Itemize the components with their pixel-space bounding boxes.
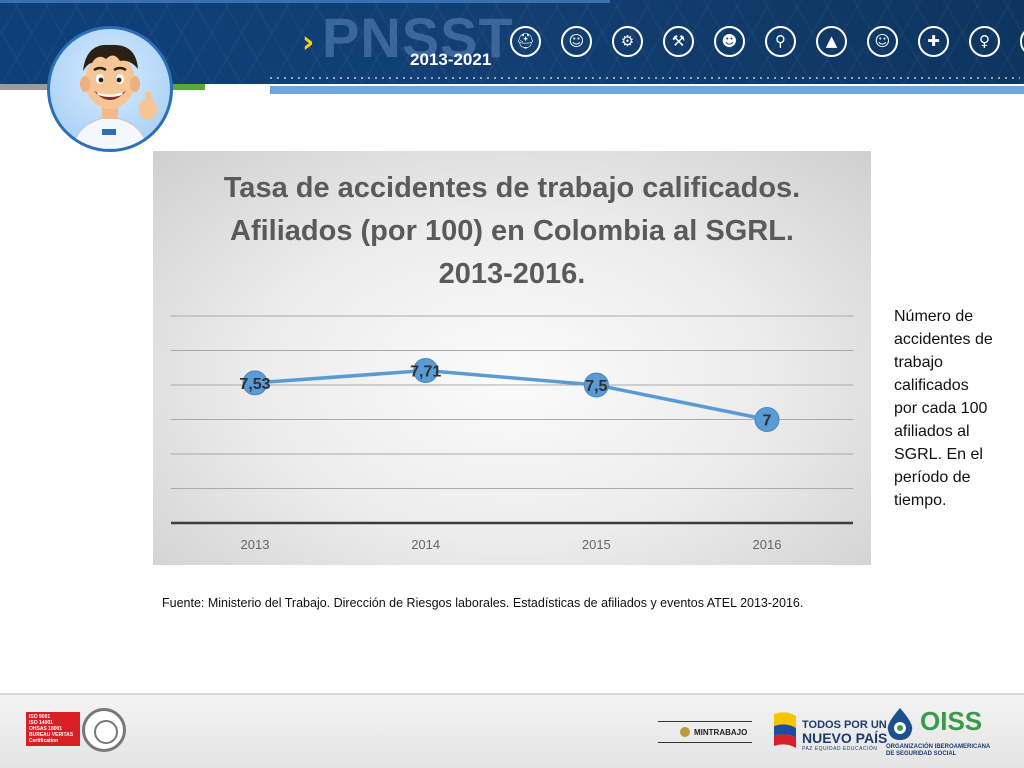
bureau-veritas-seal-icon [82,708,126,752]
data-label: 7,53 [239,376,270,393]
x-tick-label: 2016 [753,537,782,552]
colombia-crest-icon [680,727,690,737]
footer-bar [0,693,1024,768]
data-label: 7 [763,413,772,430]
chevron-icon: › [302,25,315,60]
oiss-subtitle-line-2: DE SEGURIDAD SOCIAL [886,751,957,757]
data-point [583,372,609,398]
colombia-flag-icon [774,712,796,748]
data-label: 7,5 [585,378,607,395]
mintrabajo-text: MINTRABAJO [694,727,748,737]
nuevo-pais-text: NUEVO PAÍS [802,730,888,746]
header-dotted-line [270,77,1020,79]
oiss-subtitle: ORGANIZACIÓN IBEROAMERICANA DE SEGURIDAD… [886,744,1006,758]
welder-icon: ☻ [1020,26,1024,57]
paz-equidad-text: PAZ EQUIDAD EDUCACIÓN [802,746,878,752]
header-top-line [0,0,610,3]
x-tick-label: 2015 [582,537,611,552]
x-tick-label: 2014 [411,537,440,552]
x-tick-label: 2013 [241,537,270,552]
worker-helmet-icon: ⛑ [510,26,541,57]
safety-cone-icon: ▲ [816,26,847,57]
bureau-veritas-logo: ISO 9001 ISO 14001 OHSAS 18001 BUREAU VE… [26,712,80,746]
doctor-icon: ✚ [918,26,949,57]
brand-title: PNSST [322,6,514,69]
chart-gridlines [171,315,853,525]
mascot-illustration [71,44,157,149]
bureau-line: ISO 9001 [29,714,51,720]
chart-series: 7,53 7,71 7,5 7 [239,358,780,432]
line-chart: Tasa de accidentes de trabajo calificado… [171,172,853,552]
construction-worker-icon: ☺ [867,26,898,57]
todos-por-un-text: TODOS POR UN [802,719,887,731]
chart-title-line-3: 2013-2016. [439,258,586,290]
chart-x-ticks: 2013 2014 2015 2016 [241,537,782,552]
data-label: 7,71 [410,364,441,381]
miner-icon: ⚲ [765,26,796,57]
worker-icons-row: ⛑ ☺ ⚙ ⚒ ☻ ⚲ ▲ ☺ ✚ ♀ ☻ [510,26,1024,57]
series-line [254,368,768,422]
woman-worker-icon: ♀ [969,26,1000,57]
oiss-logo-text: OISS [920,706,983,736]
data-point [242,370,268,396]
mascot-avatar [47,26,173,152]
chart-panel: Tasa de accidentes de trabajo calificado… [153,151,871,565]
oiss-subtitle-line-1: ORGANIZACIÓN IBEROAMERICANA [886,744,991,750]
bureau-line: ISO 14001 [29,720,53,726]
chart-source: Fuente: Ministerio del Trabajo. Direcció… [162,596,804,610]
data-point [754,407,780,432]
chart-side-note: Número de accidentes de trabajo califica… [894,308,993,509]
bureau-line: OHSAS 18001 [29,726,63,732]
firefighter-icon: ☻ [714,26,745,57]
bureau-line: BUREAU VERITAS [29,732,74,738]
chart-title-line-2: Afiliados (por 100) en Colombia al SGRL. [230,215,794,247]
oiss-drop-icon [887,708,913,740]
header-banner: › PNSST 2013-2021 ⛑ ☺ ⚙ ⚒ ☻ ⚲ ▲ ☺ ✚ ♀ ☻ [0,0,1024,84]
bureau-line: Certification [29,738,59,744]
machinery-icon: ⚙ [612,26,643,57]
header-accent-green [145,84,205,90]
mintrabajo-logo: MINTRABAJO [658,721,752,743]
engineer-icon: ☺ [561,26,592,57]
header-accent-blue [270,86,1024,94]
tools-icon: ⚒ [663,26,694,57]
data-point [413,358,439,384]
brand-years: 2013-2021 [410,50,492,69]
chart-title-line-1: Tasa de accidentes de trabajo calificado… [224,172,800,204]
